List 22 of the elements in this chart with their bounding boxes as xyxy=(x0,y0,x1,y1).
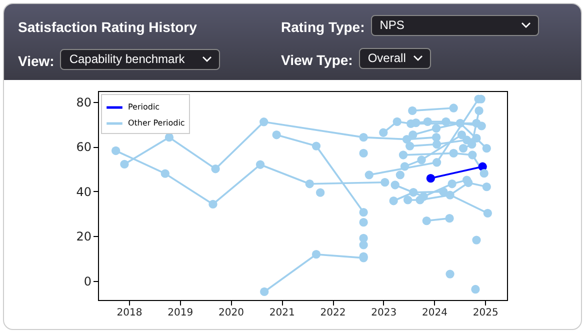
y-tick-label: 20 xyxy=(76,230,92,244)
text: Capability benchmark xyxy=(69,52,185,66)
y-tick-label: 80 xyxy=(76,95,92,110)
x-tick-label: 2024 xyxy=(422,308,448,318)
y-tick-label: 40 xyxy=(76,184,92,199)
x-tick-label: 2020 xyxy=(218,308,244,318)
x-tick-label: 2025 xyxy=(472,308,498,318)
y-tick-label: 0 xyxy=(84,274,92,288)
text: Rating Type: xyxy=(281,19,365,35)
y-tick-label: 60 xyxy=(76,140,92,154)
x-tick-label: 2021 xyxy=(269,308,295,318)
legend-label: Other Periodic xyxy=(128,118,185,128)
x-tick-label: 2019 xyxy=(168,308,194,318)
text: View: xyxy=(18,53,54,69)
text: NPS xyxy=(380,18,404,32)
x-tick-label: 2018 xyxy=(116,308,142,318)
text: Overall xyxy=(368,51,406,65)
x-tick-label: 2023 xyxy=(371,308,397,318)
x-tick-label: 2022 xyxy=(320,308,346,318)
chart-title: Satisfaction Rating History xyxy=(18,19,197,35)
text: View Type: xyxy=(281,52,353,68)
legend-label: Periodic xyxy=(128,102,160,112)
